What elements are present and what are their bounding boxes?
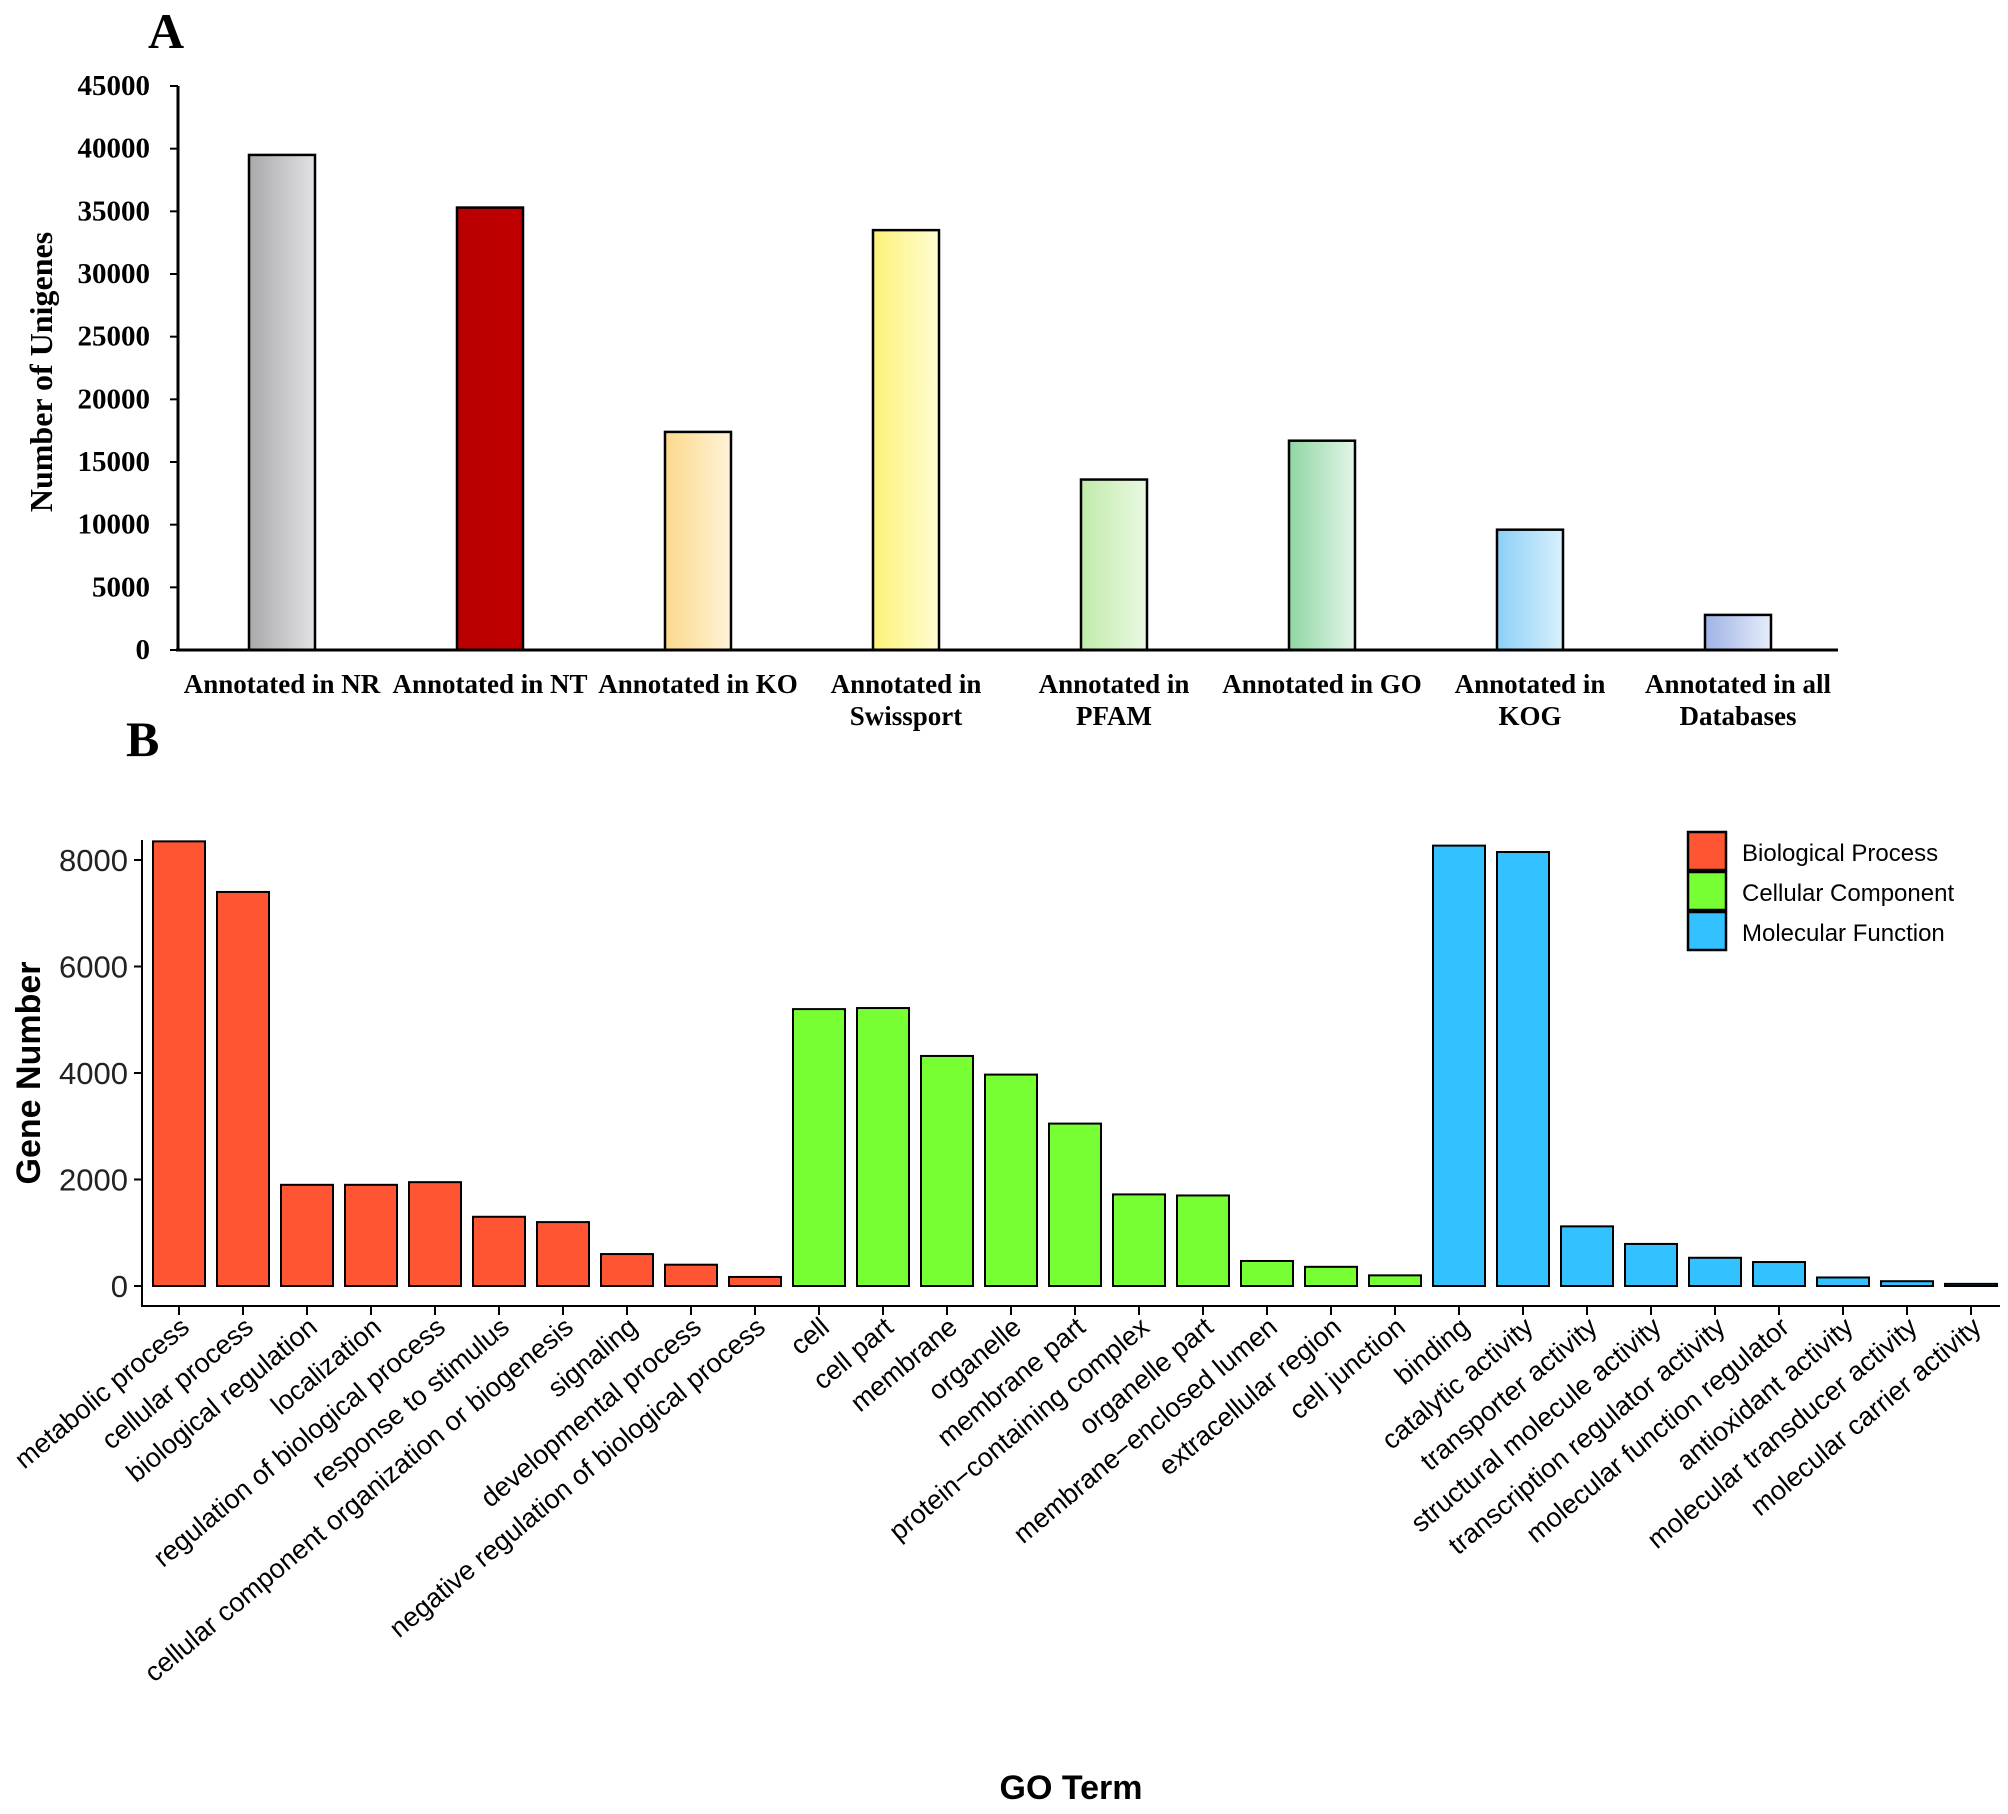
panel-b-y-axis-title: Gene Number xyxy=(10,962,48,1185)
panel-a-y-tick-label: 30000 xyxy=(78,258,151,290)
panel-a-x-tick-label: Annotated in KO xyxy=(598,669,798,699)
panel-b-legend-swatch xyxy=(1686,910,1728,952)
panel-a-y-tick-label: 15000 xyxy=(78,446,151,478)
panel-a-x-tick-label: Annotated in NT xyxy=(392,669,587,699)
panel-b-bar xyxy=(664,1263,718,1287)
panel-a-x-tick-label: Annotated in xyxy=(831,669,982,699)
panel-b-bar xyxy=(1624,1242,1678,1287)
panel-b-legend-swatch xyxy=(1686,870,1728,912)
panel-a-bar xyxy=(663,430,733,652)
panel-b-legend-label: Molecular Function xyxy=(1742,920,1945,947)
panel-b-bar xyxy=(1112,1193,1166,1288)
panel-b-bar xyxy=(1752,1261,1806,1287)
panel-b-bar xyxy=(1880,1280,1934,1288)
panel-b-bar xyxy=(728,1275,782,1288)
panel-a-y-ticks: 0 5000 10000 15000 20000 25000 30000 35000 40000… xyxy=(78,70,178,666)
panel-b-label: B xyxy=(126,711,159,767)
panel-b-bar xyxy=(1240,1259,1294,1288)
panel-a-y-axis-title: Number of Unigenes xyxy=(23,232,59,512)
panel-b-bar xyxy=(1432,844,1486,1287)
panel-a-x-tick-label: Databases xyxy=(1679,701,1796,731)
panel-b-bar xyxy=(600,1253,654,1288)
panel-b-bar xyxy=(1688,1256,1742,1287)
panel-a-bar xyxy=(247,153,317,652)
panel-a-bar xyxy=(1287,439,1357,652)
panel-b-bar xyxy=(792,1008,846,1287)
panel-b-legend: Biological Process Cellular Component Mole… xyxy=(1686,830,1954,952)
panel-b-bar xyxy=(536,1221,590,1287)
panel-b-y-tick-label: 2000 xyxy=(59,1163,128,1198)
panel-b-bar xyxy=(1944,1282,1998,1287)
panel-a-x-tick-labels: Annotated in NR Annotated in NT Annotated … xyxy=(184,669,1832,731)
panel-b-y-tick-label: 6000 xyxy=(59,950,128,985)
panel-a-label: A xyxy=(148,3,184,59)
panel-b-bar xyxy=(920,1054,974,1287)
panel-a-x-tick-label: Annotated in all xyxy=(1645,669,1832,699)
panel-b-legend-swatch xyxy=(1686,830,1728,872)
panel-a-bars xyxy=(247,153,1773,652)
panel-b-bar xyxy=(1560,1225,1614,1287)
panel-a-x-tick-label: Annotated in xyxy=(1039,669,1190,699)
panel-a-y-tick-label: 45000 xyxy=(78,70,151,102)
panel-b-bar xyxy=(1368,1274,1422,1287)
panel-b-x-tick-label: cell xyxy=(785,1312,835,1361)
panel-a-y-tick-label: 0 xyxy=(136,634,151,666)
panel-a-bar xyxy=(871,228,941,652)
panel-a-y-tick-label: 40000 xyxy=(78,133,151,165)
panel-a-x-tick-label: Annotated in xyxy=(1455,669,1606,699)
panel-b-y-ticks: 0 2000 4000 6000 8000 xyxy=(59,843,142,1304)
panel-b-y-tick-label: 0 xyxy=(111,1269,128,1304)
panel-b-bar xyxy=(1816,1276,1870,1287)
panel-b-legend-label: Biological Process xyxy=(1742,840,1938,867)
panel-b-y-tick-label: 8000 xyxy=(59,843,128,878)
panel-a-y-tick-label: 25000 xyxy=(78,321,151,353)
panel-b-bar xyxy=(216,890,270,1287)
panel-a-x-tick-label: PFAM xyxy=(1076,701,1152,731)
panel-b-bar xyxy=(152,840,206,1287)
panel-b-bar xyxy=(472,1215,526,1288)
panel-a-x-tick-label: Swissport xyxy=(850,701,963,731)
panel-a-y-tick-label: 35000 xyxy=(78,195,151,227)
panel-a-y-tick-label: 20000 xyxy=(78,383,151,415)
panel-a-x-tick-label: Annotated in NR xyxy=(184,669,381,699)
panel-b-bar xyxy=(1496,851,1550,1287)
panel-b-bar xyxy=(344,1183,398,1287)
panel-b-bar xyxy=(1304,1265,1358,1287)
panel-a-x-tick-label: Annotated in GO xyxy=(1222,669,1422,699)
panel-b-bar xyxy=(280,1183,334,1287)
panel-b-y-tick-label: 4000 xyxy=(59,1056,128,1091)
panel-b-legend-label: Cellular Component xyxy=(1742,880,1954,907)
panel-a-bar xyxy=(1495,528,1565,652)
panel-b-bar xyxy=(1048,1122,1102,1288)
panel-b-bar xyxy=(1176,1194,1230,1287)
panel-b-bar xyxy=(856,1007,910,1287)
panel-b-bars xyxy=(152,840,1998,1288)
panel-a-bar xyxy=(455,206,525,652)
panel-b-bar xyxy=(408,1181,462,1287)
panel-a-bar xyxy=(1703,613,1773,652)
panel-b-x-axis-title: GO Term xyxy=(1000,1769,1143,1807)
panel-b-bar xyxy=(984,1073,1038,1288)
panel-a-y-tick-label: 10000 xyxy=(78,509,151,541)
panel-a-bar-chart: A Number of Unigenes 0 5000 10000 15000 2000… xyxy=(23,3,1838,731)
panel-a-y-tick-label: 5000 xyxy=(92,571,150,603)
panel-a-bar xyxy=(1079,478,1149,652)
panel-b-bar-chart: B Gene Number 0 2000 4000 6000 8000 metaboli… xyxy=(9,711,2000,1807)
panel-a-x-tick-label: KOG xyxy=(1498,701,1561,731)
